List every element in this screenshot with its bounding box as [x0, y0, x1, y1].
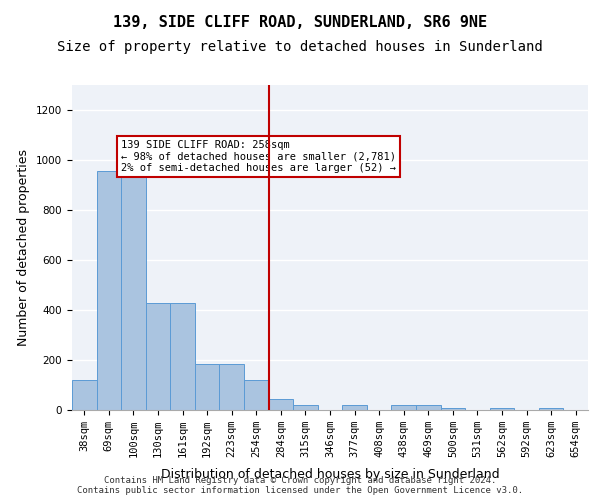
- Bar: [416, 404, 440, 410]
- Bar: [391, 404, 416, 410]
- Bar: [490, 408, 514, 410]
- Bar: [146, 303, 170, 410]
- Text: 139, SIDE CLIFF ROAD, SUNDERLAND, SR6 9NE: 139, SIDE CLIFF ROAD, SUNDERLAND, SR6 9N…: [113, 15, 487, 30]
- Bar: [293, 404, 318, 410]
- Text: Contains HM Land Registry data © Crown copyright and database right 2024.
Contai: Contains HM Land Registry data © Crown c…: [77, 476, 523, 495]
- Bar: [195, 364, 220, 410]
- X-axis label: Distribution of detached houses by size in Sunderland: Distribution of detached houses by size …: [161, 468, 499, 481]
- Y-axis label: Number of detached properties: Number of detached properties: [17, 149, 31, 346]
- Bar: [342, 404, 367, 410]
- Bar: [269, 399, 293, 410]
- Bar: [220, 364, 244, 410]
- Bar: [72, 380, 97, 410]
- Bar: [539, 408, 563, 410]
- Bar: [440, 408, 465, 410]
- Text: 139 SIDE CLIFF ROAD: 258sqm
← 98% of detached houses are smaller (2,781)
2% of s: 139 SIDE CLIFF ROAD: 258sqm ← 98% of det…: [121, 140, 396, 173]
- Bar: [121, 174, 146, 410]
- Bar: [97, 171, 121, 410]
- Bar: [244, 380, 269, 410]
- Text: Size of property relative to detached houses in Sunderland: Size of property relative to detached ho…: [57, 40, 543, 54]
- Bar: [170, 303, 195, 410]
